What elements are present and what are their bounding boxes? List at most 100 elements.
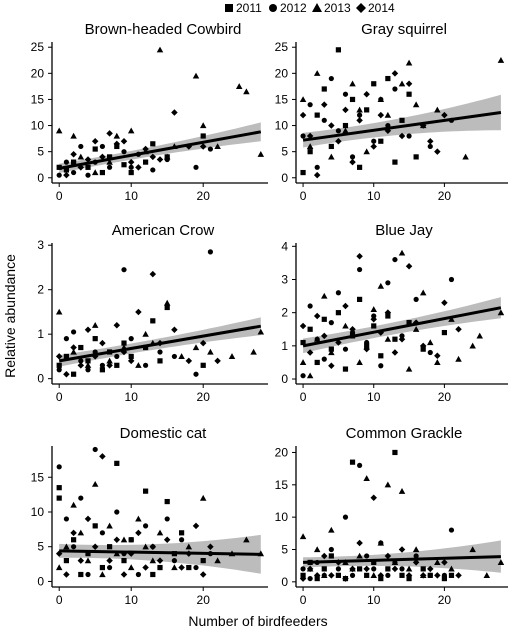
data-point-2013-triangle: [313, 335, 321, 342]
data-point-2013-triangle: [328, 349, 335, 356]
data-point-2013-triangle: [91, 480, 99, 487]
data-point-2012-circle: [99, 143, 105, 150]
data-point-2012-circle: [364, 553, 370, 559]
data-point-2013-triangle: [342, 127, 349, 134]
data-point-2012-circle: [171, 558, 177, 564]
data-point-2014-diamond: [398, 546, 406, 553]
data-point-2012-circle: [71, 169, 77, 176]
data-point-2013-triangle: [257, 151, 265, 157]
y-tick-label: 10: [31, 119, 45, 133]
data-point-2014-diamond: [63, 370, 70, 378]
data-point-2011-square: [300, 339, 306, 346]
data-point-2014-diamond: [135, 308, 142, 316]
data-point-2012-circle: [171, 353, 177, 360]
data-point-2012-circle: [307, 102, 313, 108]
data-point-2011-square: [392, 336, 398, 342]
data-point-2014-diamond: [370, 316, 377, 323]
y-tick-label: 1: [37, 327, 44, 341]
data-point-2014-diamond: [313, 572, 321, 579]
panel-blue-jay: Blue Jay 0 1 2 3 4 0 10 20: [281, 222, 508, 404]
data-point-2011-square: [378, 138, 384, 144]
data-point-2011-square: [121, 340, 127, 346]
data-point-2013-triangle: [497, 309, 505, 316]
data-point-2011-square: [307, 326, 313, 332]
y-tick-label: 4: [281, 239, 288, 253]
data-point-2012-circle: [157, 564, 163, 571]
data-point-2012-circle: [121, 267, 127, 273]
y-tick-label: 15: [31, 92, 45, 106]
data-point-2014-diamond: [299, 575, 307, 582]
data-point-2013-triangle: [328, 153, 335, 160]
x-tick-label: 0: [300, 390, 307, 404]
y-tick-label: 5: [37, 540, 44, 554]
data-point-2013-triangle: [405, 365, 413, 372]
data-point-2011-square: [413, 154, 419, 160]
data-point-2011-square: [335, 572, 341, 578]
data-point-2013-triangle: [257, 328, 265, 335]
data-point-2011-square: [307, 149, 313, 155]
data-point-2011-square: [85, 164, 91, 170]
data-point-2013-triangle: [156, 529, 164, 536]
data-point-2013-triangle: [243, 536, 250, 543]
data-point-2012-circle: [349, 572, 356, 578]
data-point-2014-diamond: [441, 111, 448, 119]
data-point-2011-square: [441, 575, 447, 582]
data-point-2013-triangle: [113, 132, 121, 139]
y-tick-label: 2: [37, 283, 44, 297]
y-tick-label: 5: [37, 145, 44, 159]
data-point-2014-diamond: [106, 130, 113, 137]
data-point-2013-triangle: [321, 572, 328, 578]
legend-label: 2012: [280, 1, 307, 15]
data-point-2014-diamond: [214, 357, 221, 365]
data-point-2013-triangle: [299, 533, 307, 540]
data-point-2014-diamond: [171, 326, 178, 333]
y-tick-label: 2: [281, 306, 288, 320]
data-point-2012-circle: [328, 546, 334, 553]
data-point-2011-square: [164, 304, 170, 311]
data-point-2012-circle: [378, 363, 384, 369]
data-point-2014-diamond: [419, 572, 427, 579]
y-tick-label: 0: [281, 372, 288, 386]
data-point-2012-circle: [63, 336, 69, 342]
y-tick-label: 3: [281, 272, 288, 286]
data-point-2013-triangle: [207, 348, 214, 355]
data-point-2014-diamond: [342, 106, 349, 114]
legend-marker-square: [225, 4, 233, 12]
panel-title: Blue Jay: [375, 222, 433, 239]
data-point-2013-triangle: [55, 564, 63, 571]
data-point-2013-triangle: [398, 249, 406, 256]
data-point-2013-triangle: [106, 357, 113, 364]
data-point-2012-circle: [307, 303, 313, 309]
data-point-2014-diamond: [391, 70, 399, 77]
data-point-2013-triangle: [156, 46, 164, 53]
data-point-2011-square: [164, 498, 170, 505]
data-point-2013-triangle: [84, 362, 92, 368]
data-point-2012-circle: [328, 320, 334, 326]
data-point-2014-diamond: [135, 529, 142, 537]
legend-marker-circle: [269, 4, 277, 12]
data-point-2014-diamond: [321, 101, 328, 108]
data-point-2012-circle: [328, 75, 334, 82]
data-point-2013-triangle: [497, 57, 505, 63]
data-point-2011-square: [63, 353, 69, 360]
data-point-2013-triangle: [142, 543, 149, 550]
data-point-2014-diamond: [120, 137, 128, 145]
data-point-2012-circle: [357, 462, 363, 469]
data-point-2011-square: [328, 346, 334, 352]
y-tick-label: 5: [281, 145, 288, 159]
data-point-2011-square: [371, 323, 377, 329]
data-point-2013-triangle: [228, 353, 236, 360]
data-point-2013-triangle: [398, 80, 406, 87]
x-tick-label: 10: [367, 593, 381, 607]
data-point-2011-square: [107, 544, 113, 550]
data-point-2014-diamond: [434, 148, 441, 155]
data-point-2014-diamond: [328, 572, 335, 579]
data-point-2011-square: [385, 566, 391, 572]
data-point-2012-circle: [300, 133, 306, 139]
data-point-2014-diamond: [405, 80, 413, 88]
data-point-2014-diamond: [328, 362, 335, 370]
data-point-2013-triangle: [163, 299, 171, 306]
y-tick-label: 3: [37, 238, 44, 252]
data-point-2011-square: [335, 310, 341, 316]
data-point-2013-triangle: [384, 481, 392, 488]
